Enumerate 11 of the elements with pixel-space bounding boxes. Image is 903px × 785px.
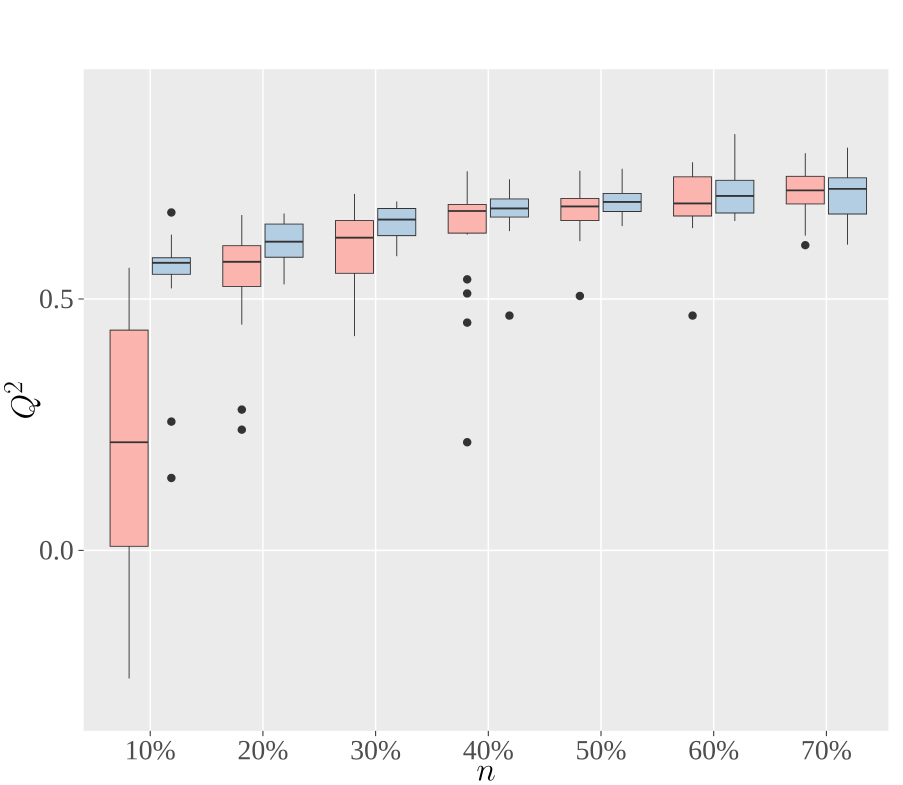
x-tick-label: 50% — [577, 740, 626, 760]
y-axis-title: $Q^2$ — [4, 382, 40, 418]
x-axis-title: $n$ — [477, 766, 495, 781]
x-tick-label: 70% — [802, 740, 851, 760]
x-tick-label: 40% — [463, 740, 513, 760]
x-tick-label: 20% — [238, 740, 288, 760]
y-tick-label: 0.5 — [40, 290, 73, 309]
y-tick-label: 0.0 — [40, 541, 73, 560]
x-tick-label: 10% — [127, 740, 175, 760]
x-tick-label: 30% — [351, 740, 400, 760]
x-tick-label: 60% — [689, 740, 738, 760]
